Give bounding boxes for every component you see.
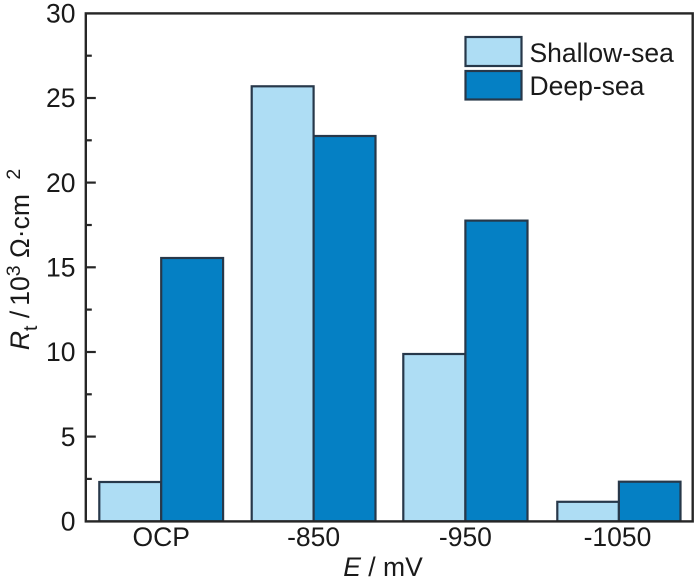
svg-text:0: 0 — [61, 507, 76, 537]
svg-text:Deep-sea: Deep-sea — [530, 71, 645, 101]
svg-text:10: 10 — [46, 337, 75, 367]
svg-text:15: 15 — [46, 253, 75, 283]
svg-text:E / mV: E / mV — [343, 552, 423, 582]
svg-text:25: 25 — [46, 83, 75, 113]
svg-text:Shallow-sea: Shallow-sea — [530, 38, 675, 68]
svg-text:5: 5 — [61, 422, 76, 452]
svg-text:-950: -950 — [439, 522, 492, 552]
svg-text:-1050: -1050 — [584, 522, 652, 552]
svg-text:30: 30 — [46, 0, 75, 29]
svg-text:OCP: OCP — [132, 522, 189, 552]
svg-text:-850: -850 — [287, 522, 340, 552]
svg-text:Rt / 103 Ω·cm2: Rt / 103 Ω·cm2 — [3, 169, 42, 350]
svg-text:20: 20 — [46, 168, 75, 198]
